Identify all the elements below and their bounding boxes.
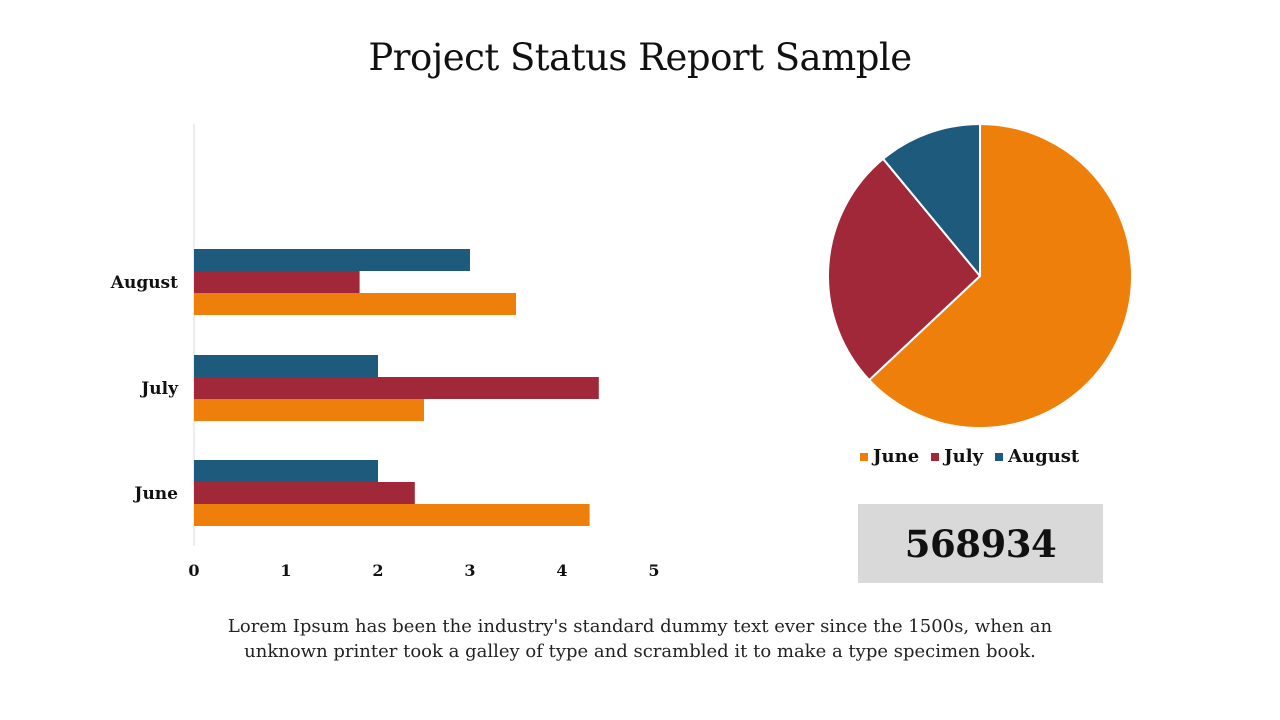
bar-june-august <box>194 460 378 482</box>
kpi-value: 568934 <box>904 521 1057 566</box>
legend-swatch-july <box>931 452 940 461</box>
pie-slice-august <box>882 123 981 277</box>
bar-august-july <box>194 271 360 293</box>
bar-june-june <box>194 504 590 526</box>
bar-july-june <box>194 399 424 421</box>
x-tick-label-5: 5 <box>648 561 659 580</box>
legend-label-july: July <box>944 446 984 467</box>
bar-august-june <box>194 293 516 315</box>
legend-label-august: August <box>1008 446 1080 467</box>
pie-slice-july <box>827 157 981 382</box>
bar-july-july <box>194 377 599 399</box>
x-tick-label-0: 0 <box>188 561 199 580</box>
pie-legend: June July August <box>860 446 1110 467</box>
pie-slice-june <box>868 123 1133 429</box>
legend-label-june: June <box>873 446 920 467</box>
bar-june-july <box>194 482 415 504</box>
x-tick-label-4: 4 <box>556 561 567 580</box>
y-tick-label-august: August <box>110 273 178 293</box>
legend-swatch-june <box>860 452 868 461</box>
bar-july-august <box>194 355 378 377</box>
x-tick-label-1: 1 <box>280 561 291 580</box>
description-text: Lorem Ipsum has been the industry's stan… <box>227 616 1053 662</box>
legend-item-july: July <box>931 446 983 467</box>
pie-chart <box>827 123 1133 429</box>
kpi-box: 568934 <box>858 504 1103 583</box>
bar-august-august <box>194 249 470 271</box>
legend-item-august: August <box>995 446 1079 467</box>
page-title: Project Status Report Sample <box>368 36 912 79</box>
y-tick-label-june: June <box>132 484 178 504</box>
bar-chart: June July August 0 1 2 3 4 5 <box>110 124 660 580</box>
x-tick-label-2: 2 <box>372 561 383 580</box>
legend-swatch-august <box>995 452 1004 461</box>
legend-item-june: June <box>860 446 919 467</box>
x-tick-label-3: 3 <box>464 561 475 580</box>
y-tick-label-july: July <box>139 379 179 399</box>
